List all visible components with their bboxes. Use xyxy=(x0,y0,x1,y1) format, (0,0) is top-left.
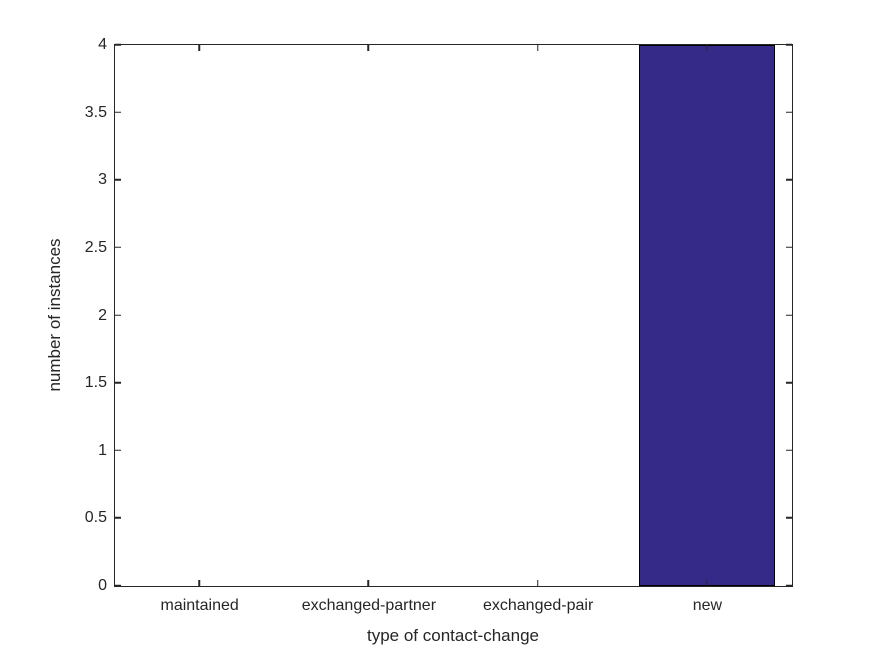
x-tick-top xyxy=(198,44,200,51)
y-tick-left xyxy=(114,517,121,519)
y-tick-left xyxy=(114,584,121,587)
x-tick-label: exchanged-partner xyxy=(301,597,437,614)
y-tick-right xyxy=(785,43,792,46)
y-tick-right xyxy=(785,314,792,316)
y-tick-left xyxy=(114,314,121,316)
x-tick-bottom xyxy=(536,579,539,586)
y-tick-right xyxy=(785,449,792,451)
x-tick-top xyxy=(367,44,370,51)
y-tick-label: 1.5 xyxy=(84,374,107,392)
y-tick-left xyxy=(114,381,121,384)
y-tick-right xyxy=(785,381,792,384)
y-tick-left xyxy=(114,111,121,113)
x-tick-bottom xyxy=(198,579,200,586)
y-tick-label: 2 xyxy=(98,306,107,324)
y-tick-right xyxy=(785,111,792,113)
y-tick-label: 0.5 xyxy=(84,509,107,527)
y-tick-left xyxy=(114,43,121,46)
y-tick-label: 3.5 xyxy=(84,103,107,121)
y-tick-right xyxy=(785,246,792,249)
x-tick-labels: maintained exchanged-partner exchanged-pai… xyxy=(115,596,792,618)
y-tick-label: 0 xyxy=(98,577,107,594)
x-tick-top xyxy=(706,44,708,51)
y-tick-label: 2.5 xyxy=(84,238,107,256)
x-tick-bottom xyxy=(367,579,370,586)
y-tick-right xyxy=(785,179,792,181)
bar-new xyxy=(639,44,775,586)
x-tick-label: maintained xyxy=(160,597,239,614)
y-tick-right xyxy=(785,584,792,587)
x-tick-top xyxy=(536,44,539,51)
y-tick-label: 4 xyxy=(98,36,107,53)
x-tick-label: new xyxy=(692,597,723,614)
x-tick-bottom xyxy=(706,579,708,586)
y-tick-labels: 0 0.5 1 1.5 2 2.5 3 3.5 4 xyxy=(0,37,107,594)
y-axis-label: number of instances xyxy=(45,238,64,392)
y-tick-label: 1 xyxy=(98,441,107,459)
x-tick-label: exchanged-pair xyxy=(482,597,594,614)
y-tick-left xyxy=(114,179,121,181)
x-axis-label: type of contact-change xyxy=(366,626,540,645)
plot-area xyxy=(113,43,793,587)
y-tick-left xyxy=(114,449,121,451)
y-tick-left xyxy=(114,246,121,249)
y-tick-label: 3 xyxy=(98,171,107,189)
y-tick-right xyxy=(785,517,792,519)
